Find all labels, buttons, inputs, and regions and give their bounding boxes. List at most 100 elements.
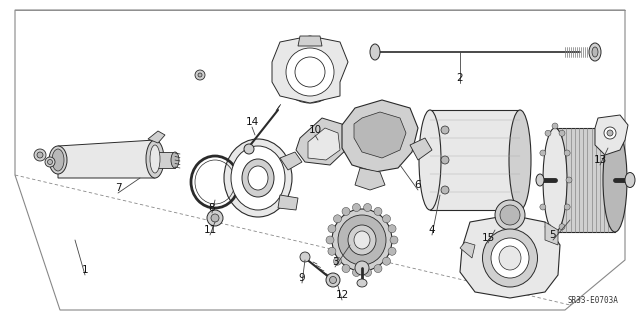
Ellipse shape <box>52 149 64 171</box>
Circle shape <box>211 214 219 222</box>
Text: 3: 3 <box>332 257 339 267</box>
Polygon shape <box>355 168 385 190</box>
Ellipse shape <box>495 200 525 230</box>
Ellipse shape <box>295 57 325 87</box>
Circle shape <box>545 130 551 136</box>
Polygon shape <box>155 152 175 168</box>
Circle shape <box>388 225 396 233</box>
Ellipse shape <box>355 261 369 275</box>
Text: 6: 6 <box>415 180 421 190</box>
Circle shape <box>37 152 43 158</box>
Circle shape <box>300 252 310 262</box>
Polygon shape <box>148 131 165 143</box>
Circle shape <box>353 204 360 211</box>
Circle shape <box>388 247 396 255</box>
Text: 12: 12 <box>335 290 349 300</box>
Ellipse shape <box>338 215 386 265</box>
Polygon shape <box>278 195 298 210</box>
Circle shape <box>441 156 449 164</box>
Polygon shape <box>58 140 155 178</box>
Polygon shape <box>460 242 475 258</box>
Ellipse shape <box>348 225 376 255</box>
Ellipse shape <box>171 152 179 168</box>
Ellipse shape <box>491 238 529 278</box>
Circle shape <box>47 160 52 165</box>
Ellipse shape <box>509 110 531 210</box>
Circle shape <box>342 264 350 272</box>
Text: 15: 15 <box>481 233 495 243</box>
Text: SR33-E0703A: SR33-E0703A <box>567 296 618 305</box>
Ellipse shape <box>248 166 268 190</box>
Circle shape <box>559 130 565 136</box>
Circle shape <box>326 273 340 287</box>
Ellipse shape <box>625 173 635 188</box>
Ellipse shape <box>543 128 567 232</box>
Ellipse shape <box>603 128 627 232</box>
Circle shape <box>374 207 382 215</box>
Circle shape <box>564 150 570 156</box>
Ellipse shape <box>483 229 538 287</box>
Ellipse shape <box>589 43 601 61</box>
Text: 9: 9 <box>299 273 305 283</box>
Ellipse shape <box>286 48 334 96</box>
Circle shape <box>441 126 449 134</box>
Circle shape <box>441 186 449 194</box>
Ellipse shape <box>279 41 341 103</box>
Circle shape <box>545 224 551 230</box>
Circle shape <box>540 150 546 156</box>
Text: 4: 4 <box>429 225 435 235</box>
Polygon shape <box>460 215 560 298</box>
Polygon shape <box>298 36 322 46</box>
Ellipse shape <box>150 145 160 173</box>
Ellipse shape <box>354 231 370 249</box>
Text: 5: 5 <box>550 230 556 240</box>
Circle shape <box>364 269 372 277</box>
Circle shape <box>604 127 616 139</box>
Polygon shape <box>296 118 348 165</box>
Ellipse shape <box>592 47 598 57</box>
Ellipse shape <box>536 174 544 186</box>
Ellipse shape <box>332 209 392 271</box>
Circle shape <box>538 177 544 183</box>
Circle shape <box>364 204 372 211</box>
Ellipse shape <box>357 279 367 287</box>
Text: 13: 13 <box>593 155 607 165</box>
Text: 2: 2 <box>457 73 463 83</box>
Polygon shape <box>555 128 615 232</box>
Circle shape <box>244 144 254 154</box>
Circle shape <box>390 236 398 244</box>
Circle shape <box>333 257 342 265</box>
Polygon shape <box>272 36 348 103</box>
Ellipse shape <box>224 139 292 217</box>
Circle shape <box>374 264 382 272</box>
Polygon shape <box>308 128 340 160</box>
Circle shape <box>45 157 55 167</box>
Circle shape <box>383 257 390 265</box>
Polygon shape <box>342 100 418 172</box>
Circle shape <box>34 149 46 161</box>
Circle shape <box>330 277 337 284</box>
Text: 14: 14 <box>245 117 259 127</box>
Circle shape <box>607 130 613 136</box>
Polygon shape <box>410 138 432 160</box>
Circle shape <box>342 207 350 215</box>
Circle shape <box>328 247 336 255</box>
Circle shape <box>326 236 334 244</box>
Circle shape <box>564 204 570 210</box>
Circle shape <box>195 70 205 80</box>
Polygon shape <box>280 152 302 170</box>
Circle shape <box>207 210 223 226</box>
Ellipse shape <box>231 146 285 210</box>
Circle shape <box>328 225 336 233</box>
Ellipse shape <box>499 246 521 270</box>
Polygon shape <box>545 222 558 245</box>
Ellipse shape <box>49 146 67 174</box>
Text: 11: 11 <box>204 225 216 235</box>
Circle shape <box>383 215 390 223</box>
Ellipse shape <box>419 110 441 210</box>
Circle shape <box>198 73 202 77</box>
Circle shape <box>552 231 558 237</box>
Circle shape <box>559 224 565 230</box>
Text: 10: 10 <box>308 125 321 135</box>
Ellipse shape <box>242 159 274 197</box>
